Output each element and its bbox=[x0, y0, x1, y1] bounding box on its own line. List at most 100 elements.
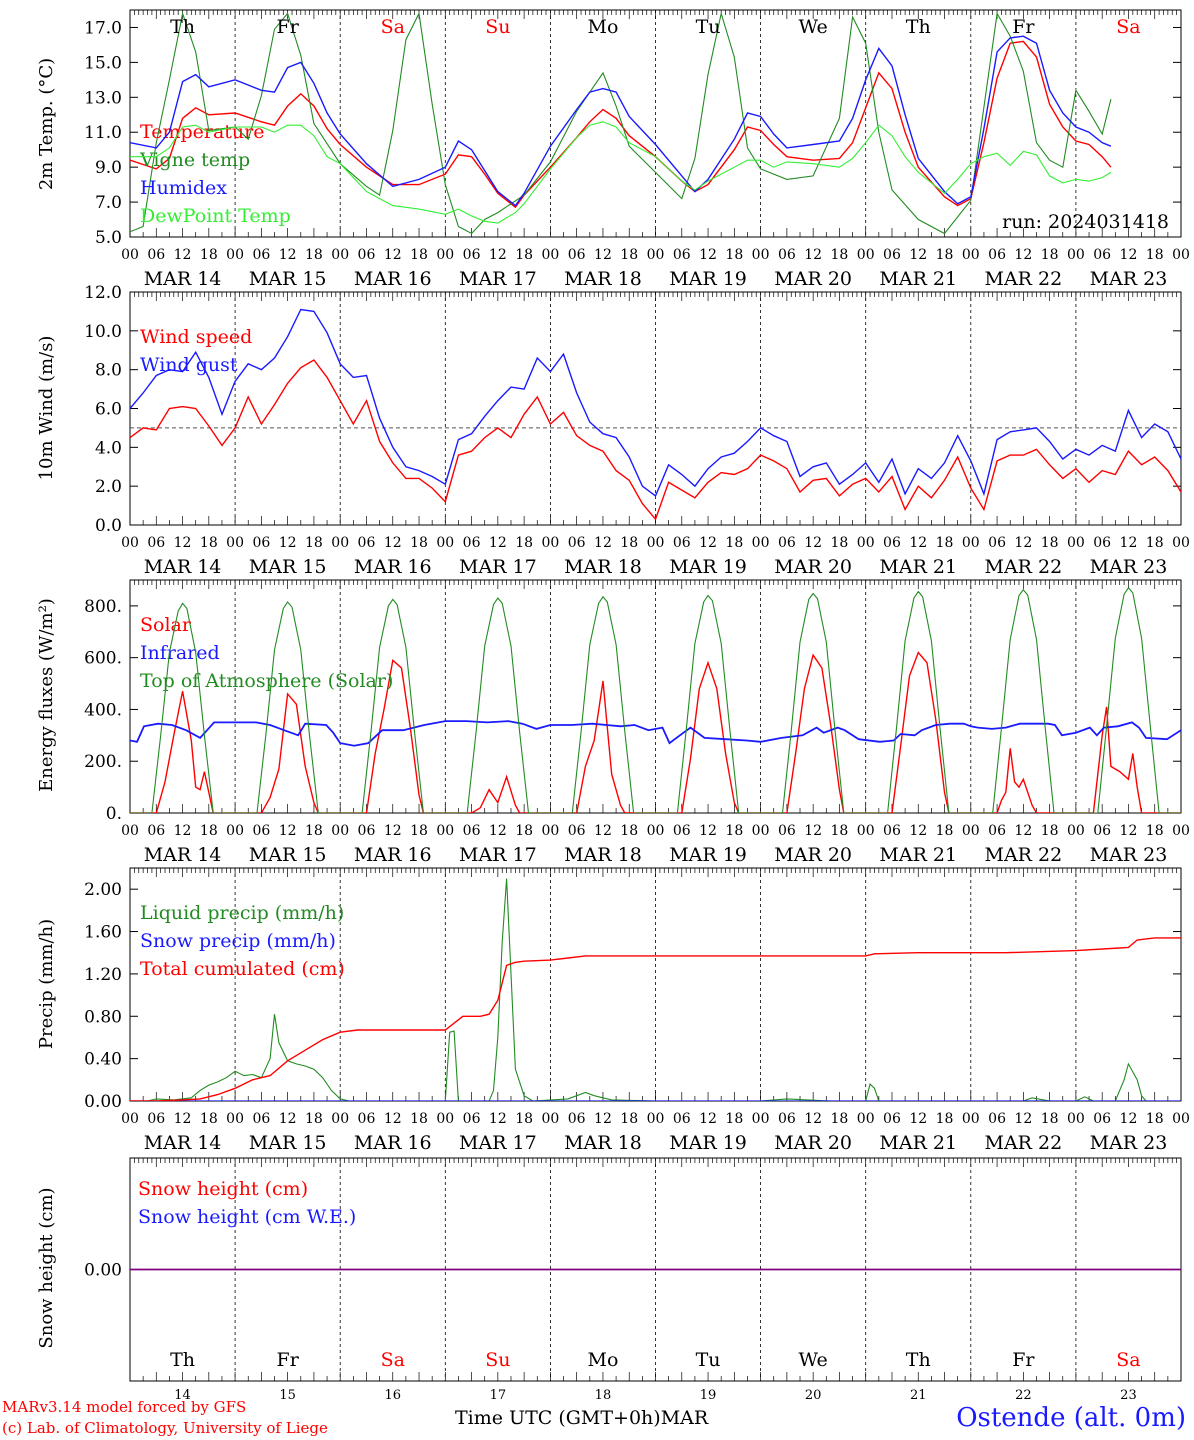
panel-3: 0. 200. 400. 600. 800. Energy fluxes (W/m²) So… bbox=[36, 579, 1190, 866]
hour-tick-label: 00 bbox=[436, 823, 454, 839]
y-axis-label: Energy fluxes (W/m²) bbox=[36, 598, 57, 792]
hour-tick-label: 00 bbox=[857, 535, 875, 551]
legend-entry: Liquid precip (mm/h) bbox=[140, 902, 344, 924]
date-label: MAR 19 bbox=[669, 556, 747, 578]
weekday-label: Th bbox=[906, 16, 931, 38]
hour-tick-label: 06 bbox=[252, 823, 270, 839]
hour-tick-label: 18 bbox=[831, 535, 849, 551]
hour-tick-label: 06 bbox=[1093, 823, 1111, 839]
hour-tick-label: 06 bbox=[778, 535, 796, 551]
hour-tick-label: 06 bbox=[883, 1111, 901, 1127]
hour-tick-label: 18 bbox=[515, 535, 533, 551]
day-number-label: 17 bbox=[490, 1388, 507, 1403]
y-tick-label: 0.80 bbox=[84, 1007, 122, 1027]
hour-tick-label: 18 bbox=[410, 247, 428, 263]
hour-tick-label: 00 bbox=[752, 1111, 770, 1127]
weekday-label: Su bbox=[485, 16, 510, 38]
date-label: MAR 15 bbox=[249, 1132, 327, 1154]
hour-tick-label: 18 bbox=[1041, 247, 1059, 263]
hour-tick-label: 18 bbox=[305, 535, 323, 551]
hour-tick-label: 00 bbox=[541, 1111, 559, 1127]
hour-tick-label: 06 bbox=[1093, 247, 1111, 263]
hour-tick-label: 12 bbox=[279, 247, 297, 263]
panel-1: 5.07.09.011.013.015.017.02m Temp. (°C) Te… bbox=[36, 9, 1190, 290]
hour-tick-label: 00 bbox=[541, 535, 559, 551]
hour-tick-label: 06 bbox=[463, 247, 481, 263]
hour-tick-label: 12 bbox=[279, 823, 297, 839]
y-tick-label: 1.20 bbox=[84, 965, 122, 985]
date-label: MAR 19 bbox=[669, 268, 747, 290]
hour-tick-label: 12 bbox=[699, 247, 717, 263]
x-axis-title: Time UTC (GMT+0h)MAR bbox=[455, 1407, 709, 1429]
hour-tick-label: 00 bbox=[226, 823, 244, 839]
hour-tick-label: 12 bbox=[384, 1111, 402, 1127]
hour-tick-label: 06 bbox=[883, 823, 901, 839]
hour-tick-label: 06 bbox=[883, 535, 901, 551]
hour-tick-label: 00 bbox=[857, 1111, 875, 1127]
y-tick-label: 0.00 bbox=[84, 1261, 122, 1281]
hour-tick-label: 12 bbox=[1120, 1111, 1138, 1127]
hour-tick-label: 06 bbox=[252, 1111, 270, 1127]
y-axis-label: 2m Temp. (°C) bbox=[36, 58, 57, 190]
legend-entry: Snow height (cm) bbox=[138, 1178, 308, 1200]
hour-tick-label: 06 bbox=[778, 823, 796, 839]
hour-tick-label: 12 bbox=[594, 535, 612, 551]
hour-tick-label: 12 bbox=[804, 247, 822, 263]
hour-tick-label: 12 bbox=[1120, 823, 1138, 839]
hour-tick-label: 12 bbox=[1014, 247, 1032, 263]
hour-tick-label: 06 bbox=[358, 247, 376, 263]
weekday-label: Mo bbox=[587, 16, 618, 38]
hour-tick-label: 18 bbox=[1041, 1111, 1059, 1127]
run-label: run: 2024031418 bbox=[1002, 211, 1169, 233]
weekday-label: Tu bbox=[696, 16, 721, 38]
hour-tick-label: 06 bbox=[252, 247, 270, 263]
hour-tick-label: 06 bbox=[463, 823, 481, 839]
hour-tick-label: 00 bbox=[962, 247, 980, 263]
day-number-label: 20 bbox=[805, 1388, 822, 1403]
series-line bbox=[130, 651, 1181, 813]
hour-tick-label: 12 bbox=[909, 535, 927, 551]
hour-tick-label: 06 bbox=[147, 535, 165, 551]
y-axis-label: 10m Wind (m/s) bbox=[36, 336, 57, 481]
hour-tick-label: 00 bbox=[436, 535, 454, 551]
date-label: MAR 17 bbox=[459, 556, 537, 578]
hour-tick-label: 18 bbox=[725, 535, 743, 551]
hour-tick-label: 06 bbox=[568, 823, 586, 839]
hour-tick-label: 18 bbox=[620, 823, 638, 839]
y-tick-label: 0.0 bbox=[95, 516, 122, 536]
series-line bbox=[130, 40, 1112, 209]
hour-tick-label: 00 bbox=[1172, 535, 1190, 551]
weekday-label: Tu bbox=[696, 1349, 721, 1371]
series-line bbox=[130, 11, 1112, 235]
y-tick-label: 1.60 bbox=[84, 923, 122, 943]
hour-tick-label: 18 bbox=[620, 535, 638, 551]
hour-tick-label: 12 bbox=[1014, 823, 1032, 839]
hour-tick-label: 18 bbox=[1146, 535, 1164, 551]
date-label: MAR 16 bbox=[354, 556, 432, 578]
y-tick-label: 9.0 bbox=[95, 158, 122, 178]
hour-tick-label: 18 bbox=[200, 823, 218, 839]
hour-tick-label: 00 bbox=[1172, 247, 1190, 263]
panel-4: 0.00 0.40 0.80 1.20 1.60 2.00 Precip (mm/h) Liq… bbox=[36, 867, 1190, 1154]
date-label: MAR 21 bbox=[879, 556, 957, 578]
hour-tick-label: 00 bbox=[647, 535, 665, 551]
hour-tick-label: 00 bbox=[962, 535, 980, 551]
day-number-label: 18 bbox=[595, 1388, 612, 1403]
y-tick-label: 10.0 bbox=[84, 322, 122, 342]
hour-tick-label: 06 bbox=[358, 823, 376, 839]
hour-tick-label: 00 bbox=[962, 823, 980, 839]
hour-tick-label: 12 bbox=[489, 247, 507, 263]
legend-entry: Top of Atmosphere (Solar) bbox=[140, 670, 393, 692]
weekday-label: Sa bbox=[381, 16, 405, 38]
date-label: MAR 19 bbox=[669, 1132, 747, 1154]
hour-tick-label: 18 bbox=[515, 823, 533, 839]
hour-tick-label: 18 bbox=[1146, 823, 1164, 839]
hour-tick-label: 00 bbox=[541, 823, 559, 839]
hour-tick-label: 12 bbox=[489, 535, 507, 551]
hour-tick-label: 00 bbox=[647, 247, 665, 263]
legend-entry: Wind speed bbox=[140, 326, 252, 348]
hour-tick-label: 00 bbox=[752, 823, 770, 839]
hour-tick-label: 06 bbox=[1093, 535, 1111, 551]
hour-tick-label: 00 bbox=[226, 535, 244, 551]
hour-tick-label: 06 bbox=[252, 535, 270, 551]
